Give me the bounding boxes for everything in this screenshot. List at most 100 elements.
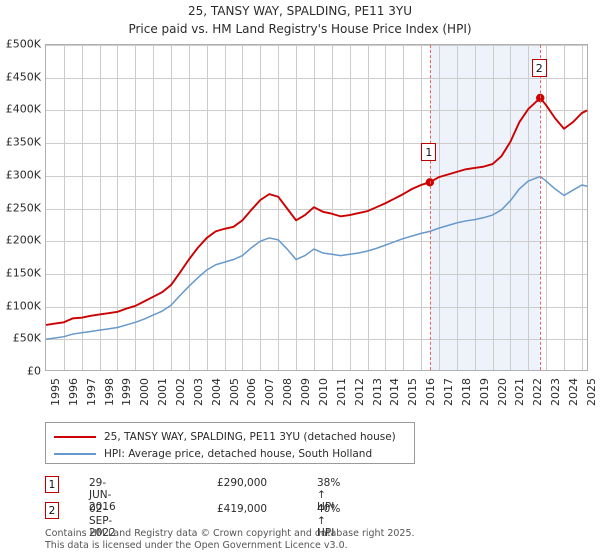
x-axis-tick-label: 1997 <box>84 378 98 406</box>
price-chart <box>45 44 588 371</box>
gridline-vertical <box>367 45 369 370</box>
x-axis-tick-label: 2016 <box>424 378 438 406</box>
series-layer <box>46 93 588 341</box>
transaction-hpi-delta: 40% ↑ HPI <box>317 503 341 539</box>
x-axis-tick-label: 2015 <box>406 378 420 406</box>
x-axis-tick-label: 2008 <box>281 378 295 406</box>
series-line <box>46 175 588 341</box>
gridline-vertical <box>63 45 65 370</box>
legend-item: 25, TANSY WAY, SPALDING, PE11 3YU (detac… <box>54 428 396 446</box>
transaction-date: 29-JUN-2016 <box>89 477 116 513</box>
title-block: 25, TANSY WAY, SPALDING, PE11 3YU Price … <box>0 0 600 38</box>
gridline-vertical <box>224 45 226 370</box>
x-axis-tick-label: 2024 <box>566 378 580 406</box>
gridline-horizontal <box>46 273 587 275</box>
y-axis-tick-label: £350K <box>5 135 41 149</box>
x-axis-tick-label: 2004 <box>209 378 223 406</box>
footer-licence-line: This data is licensed under the Open Gov… <box>45 539 348 551</box>
x-axis-tick-label: 2005 <box>227 378 241 406</box>
x-axis-tick-label: 2007 <box>263 378 277 406</box>
transaction-price: £290,000 <box>217 477 268 489</box>
event-marker-label[interactable]: 1 <box>421 143 437 162</box>
x-axis-tick-label: 2006 <box>245 378 259 406</box>
y-axis-tick-label: £400K <box>5 102 41 116</box>
chart-legend: 25, TANSY WAY, SPALDING, PE11 3YU (detac… <box>45 422 415 464</box>
transaction-badge: 1 <box>45 476 59 493</box>
event-marker-label[interactable]: 2 <box>531 58 547 77</box>
transaction-date: 02-SEP-2022 <box>89 503 116 539</box>
gridline-vertical <box>206 45 208 370</box>
x-axis-tick-label: 2025 <box>584 378 598 406</box>
gridline-vertical <box>403 45 405 370</box>
series-line <box>46 97 588 326</box>
legend-item: HPI: Average price, detached house, Sout… <box>54 445 372 463</box>
gridline-horizontal <box>46 45 587 46</box>
x-axis-tick-label: 2012 <box>352 378 366 406</box>
gridline-vertical <box>492 45 494 370</box>
gridline-vertical <box>260 45 262 370</box>
gridline-vertical <box>563 45 565 370</box>
gridline-horizontal <box>46 175 587 177</box>
gridline-vertical <box>99 45 101 370</box>
gridline-vertical <box>421 45 423 370</box>
gridline-vertical <box>510 45 512 370</box>
gridline-vertical <box>81 45 83 370</box>
gridline-horizontal <box>46 77 587 79</box>
gridline-vertical <box>546 45 548 370</box>
gridline-horizontal <box>46 339 587 341</box>
transaction-hpi-delta: 38% ↑ HPI <box>317 477 341 513</box>
page-title: 25, TANSY WAY, SPALDING, PE11 3YU <box>187 4 412 18</box>
plot-area <box>45 44 588 371</box>
gridline-vertical <box>296 45 298 370</box>
gridline-vertical <box>385 45 387 370</box>
y-axis-tick-label: £200K <box>5 233 41 247</box>
x-axis-tick-label: 1996 <box>66 378 80 406</box>
x-axis-tick-label: 2020 <box>495 378 509 406</box>
gridline-vertical <box>117 45 119 370</box>
gridline-vertical <box>438 45 440 370</box>
y-axis-labels: £0 £50K £100K £150K £200K £250K £300K £350K £400… <box>0 0 45 560</box>
y-axis-tick-label: £0 <box>27 364 41 378</box>
x-axis-tick-label: 2013 <box>370 378 384 406</box>
x-axis-tick-label: 2001 <box>156 378 170 406</box>
gridline-horizontal <box>46 110 587 112</box>
gridline-vertical <box>242 45 244 370</box>
gridline-vertical <box>349 45 351 370</box>
y-axis-tick-label: £300K <box>5 168 41 182</box>
ownership-period-band <box>429 45 541 370</box>
x-axis-tick-label: 2011 <box>334 378 348 406</box>
gridline-vertical <box>581 45 583 370</box>
gridline-vertical <box>135 45 137 370</box>
gridline-vertical <box>456 45 458 370</box>
x-axis-tick-label: 2010 <box>316 378 330 406</box>
y-axis-tick-label: £150K <box>5 266 41 280</box>
y-axis-tick-label: £100K <box>5 299 41 313</box>
x-axis-tick-label: 2003 <box>191 378 205 406</box>
event-marker-line <box>429 45 431 370</box>
footer-copyright-line: Contains HM Land Registry data © Crown c… <box>45 528 415 539</box>
x-axis-tick-label: 1995 <box>49 378 62 406</box>
x-axis-tick-label: 2002 <box>174 378 188 406</box>
gridline-vertical <box>528 45 530 370</box>
legend-color-swatch <box>54 436 96 438</box>
footer: Contains HM Land Registry data © Crown c… <box>45 528 585 551</box>
y-axis-tick-label: £500K <box>5 37 41 51</box>
x-axis-tick-label: 2018 <box>459 378 473 406</box>
gridline-vertical <box>188 45 190 370</box>
gridline-vertical <box>474 45 476 370</box>
gridline-vertical <box>171 45 173 370</box>
x-axis-tick-label: 2022 <box>531 378 545 406</box>
y-axis-tick-label: £250K <box>5 201 41 214</box>
x-axis-tick-label: 2000 <box>138 378 152 406</box>
event-marker-line <box>540 45 542 370</box>
gridline-vertical <box>153 45 155 370</box>
gridline-horizontal <box>46 306 587 308</box>
y-axis-tick-label: £450K <box>5 70 41 84</box>
y-axis-tick-label: £50K <box>12 331 41 345</box>
gridline-horizontal <box>46 143 587 145</box>
x-axis-tick-label: 2023 <box>549 378 563 406</box>
legend-label: 25, TANSY WAY, SPALDING, PE11 3YU (detac… <box>104 431 396 443</box>
gridline-vertical <box>331 45 333 370</box>
page-subtitle: Price paid vs. HM Land Registry's House … <box>128 22 472 36</box>
x-axis-tick-label: 2019 <box>477 378 491 406</box>
